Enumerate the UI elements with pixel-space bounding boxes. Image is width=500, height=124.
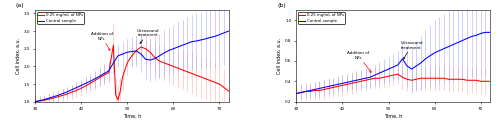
X-axis label: Time, h: Time, h <box>122 113 141 118</box>
Text: Addition of
NPs: Addition of NPs <box>348 51 371 72</box>
Text: Addition of
NPs: Addition of NPs <box>90 32 113 50</box>
Text: (a): (a) <box>16 3 24 8</box>
Text: Ultrasound
treatment: Ultrasound treatment <box>136 29 159 44</box>
Text: Ultrasound
treatment: Ultrasound treatment <box>400 41 423 59</box>
Y-axis label: Cell index, a.u.: Cell index, a.u. <box>277 38 282 74</box>
Legend: 0.25 mg/mL of NPs, Control sample: 0.25 mg/mL of NPs, Control sample <box>298 12 345 24</box>
Y-axis label: Cell index, a.u.: Cell index, a.u. <box>16 38 21 74</box>
Text: (b): (b) <box>277 3 286 8</box>
X-axis label: Time, h: Time, h <box>384 113 402 118</box>
Legend: 0.25 mg/mL of NPs, Control sample: 0.25 mg/mL of NPs, Control sample <box>37 12 84 24</box>
